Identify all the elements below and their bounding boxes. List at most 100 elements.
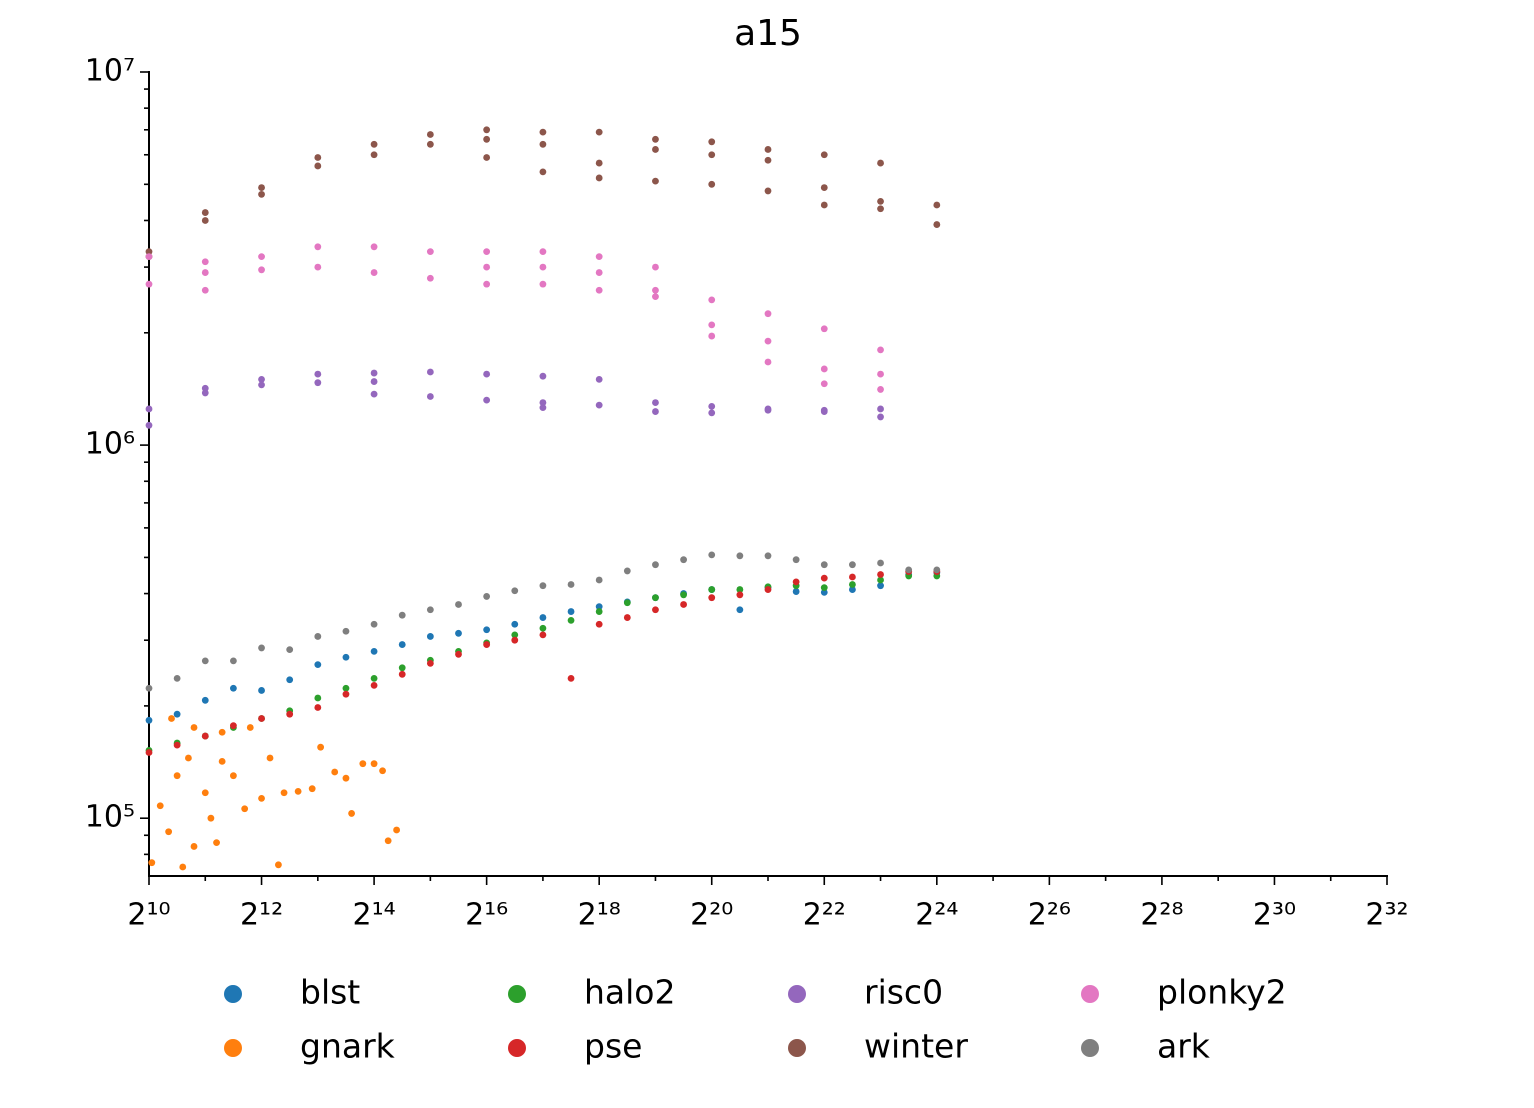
point — [370, 674, 378, 682]
x-tick-label: 2¹⁸ — [578, 898, 621, 933]
point — [314, 162, 322, 170]
point — [652, 135, 659, 143]
point — [398, 670, 406, 678]
point — [426, 131, 434, 138]
point — [764, 187, 772, 195]
point — [708, 151, 716, 159]
point — [595, 401, 603, 409]
legend-marker — [788, 1039, 806, 1057]
point — [370, 369, 378, 377]
point — [314, 633, 322, 640]
point — [201, 286, 209, 294]
point — [820, 365, 828, 373]
point — [342, 690, 350, 698]
point — [314, 704, 322, 711]
point — [314, 154, 322, 161]
point — [201, 732, 209, 740]
point — [230, 684, 237, 692]
point — [877, 205, 884, 213]
point — [792, 588, 800, 595]
point — [680, 556, 687, 564]
point — [218, 728, 226, 736]
point — [145, 421, 153, 429]
point — [201, 258, 209, 266]
point — [652, 146, 659, 153]
point — [359, 760, 367, 768]
point — [241, 805, 249, 813]
point — [764, 552, 772, 560]
point — [201, 789, 209, 797]
point — [623, 614, 631, 621]
point — [370, 647, 378, 655]
point — [201, 657, 209, 665]
point — [145, 280, 153, 288]
point — [483, 154, 491, 161]
point — [275, 861, 282, 869]
point — [201, 217, 209, 224]
x-tick-label: 2¹² — [240, 898, 283, 933]
point — [511, 620, 519, 628]
point — [792, 578, 800, 586]
point — [280, 789, 288, 797]
point — [680, 601, 687, 608]
point — [539, 128, 547, 136]
point — [483, 280, 491, 288]
x-tick-label: 2²⁸ — [1140, 898, 1183, 933]
point — [933, 221, 941, 228]
point — [286, 646, 294, 654]
x-tick-label: 2²² — [803, 898, 846, 933]
point — [792, 556, 800, 564]
chart-title: a15 — [734, 13, 802, 54]
point — [145, 248, 153, 256]
point — [145, 749, 153, 756]
point — [317, 743, 325, 751]
point — [877, 405, 884, 413]
point — [595, 159, 603, 167]
point — [201, 389, 209, 397]
point — [877, 370, 884, 378]
point — [370, 681, 378, 689]
point — [286, 710, 294, 718]
point — [595, 174, 603, 182]
y-tick-label: 10⁵ — [85, 800, 135, 835]
point — [370, 140, 378, 148]
point — [145, 716, 153, 724]
legend-label: pse — [584, 1027, 642, 1066]
legend-label: plonky2 — [1157, 973, 1287, 1012]
point — [179, 863, 187, 871]
point — [736, 552, 744, 560]
y-tick-label: 10⁷ — [85, 54, 135, 89]
legend-label: risc0 — [864, 973, 943, 1012]
point — [539, 280, 547, 288]
point — [708, 586, 716, 593]
point — [483, 593, 491, 600]
point — [314, 379, 322, 387]
point — [877, 386, 884, 393]
point — [483, 126, 491, 134]
point — [230, 722, 237, 730]
x-tick-label: 2³² — [1365, 898, 1408, 933]
point — [483, 626, 491, 634]
point — [145, 684, 153, 692]
point — [370, 378, 378, 385]
point — [539, 248, 547, 256]
point — [483, 263, 491, 271]
point — [370, 151, 378, 159]
point — [370, 620, 378, 628]
point — [426, 393, 434, 400]
point — [764, 358, 772, 366]
x-tick-label: 2²⁰ — [690, 898, 733, 933]
point — [230, 657, 237, 665]
point — [342, 684, 350, 692]
point — [877, 346, 884, 354]
point — [539, 404, 547, 412]
point — [652, 408, 659, 415]
point — [652, 263, 659, 271]
point — [201, 696, 209, 704]
point — [173, 772, 181, 780]
point — [379, 767, 386, 775]
point — [539, 631, 547, 639]
x-tick-label: 2²⁶ — [1028, 898, 1071, 933]
point — [455, 629, 462, 637]
point — [185, 754, 192, 762]
